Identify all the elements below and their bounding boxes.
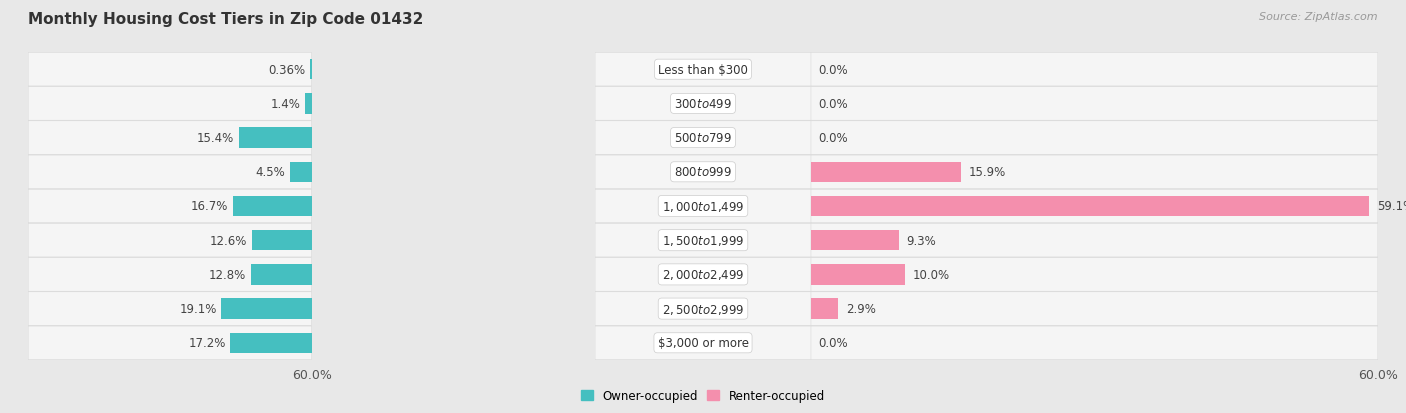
FancyBboxPatch shape (28, 53, 312, 87)
FancyBboxPatch shape (28, 224, 312, 257)
Text: 12.6%: 12.6% (209, 234, 247, 247)
Text: 0.0%: 0.0% (818, 337, 848, 349)
FancyBboxPatch shape (811, 121, 1378, 155)
Text: 2.9%: 2.9% (846, 302, 876, 316)
Bar (811, 230, 898, 251)
FancyBboxPatch shape (811, 258, 1378, 292)
Text: Less than $300: Less than $300 (658, 64, 748, 76)
Text: 4.5%: 4.5% (256, 166, 285, 179)
Text: 10.0%: 10.0% (912, 268, 950, 281)
Text: 0.36%: 0.36% (269, 64, 305, 76)
Bar (309, 60, 312, 80)
FancyBboxPatch shape (811, 326, 1378, 360)
FancyBboxPatch shape (595, 156, 811, 189)
FancyBboxPatch shape (595, 292, 811, 325)
FancyBboxPatch shape (28, 190, 312, 223)
Text: $1,500 to $1,999: $1,500 to $1,999 (662, 234, 744, 248)
Text: $2,500 to $2,999: $2,500 to $2,999 (662, 302, 744, 316)
FancyBboxPatch shape (595, 88, 811, 121)
FancyBboxPatch shape (28, 121, 312, 155)
Bar (811, 196, 1369, 217)
Bar (811, 264, 905, 285)
Bar (252, 230, 312, 251)
Bar (305, 94, 312, 114)
Legend: Owner-occupied, Renter-occupied: Owner-occupied, Renter-occupied (576, 385, 830, 407)
Text: 1.4%: 1.4% (270, 97, 301, 111)
FancyBboxPatch shape (811, 88, 1378, 121)
FancyBboxPatch shape (28, 326, 312, 360)
Text: 0.0%: 0.0% (818, 64, 848, 76)
FancyBboxPatch shape (595, 53, 811, 87)
FancyBboxPatch shape (595, 326, 811, 360)
Text: $2,000 to $2,499: $2,000 to $2,499 (662, 268, 744, 282)
Text: 17.2%: 17.2% (188, 337, 225, 349)
FancyBboxPatch shape (811, 224, 1378, 257)
Bar (239, 128, 312, 149)
FancyBboxPatch shape (595, 224, 811, 257)
Text: 0.0%: 0.0% (818, 97, 848, 111)
Bar (290, 162, 312, 183)
Bar (811, 162, 962, 183)
Text: Source: ZipAtlas.com: Source: ZipAtlas.com (1260, 12, 1378, 22)
FancyBboxPatch shape (811, 292, 1378, 325)
Bar (811, 299, 838, 319)
Text: $500 to $799: $500 to $799 (673, 132, 733, 145)
Text: 59.1%: 59.1% (1376, 200, 1406, 213)
Text: $300 to $499: $300 to $499 (673, 97, 733, 111)
FancyBboxPatch shape (595, 190, 811, 223)
FancyBboxPatch shape (28, 292, 312, 325)
FancyBboxPatch shape (28, 88, 312, 121)
FancyBboxPatch shape (28, 258, 312, 292)
Text: Monthly Housing Cost Tiers in Zip Code 01432: Monthly Housing Cost Tiers in Zip Code 0… (28, 12, 423, 27)
Text: 12.8%: 12.8% (209, 268, 246, 281)
FancyBboxPatch shape (595, 121, 811, 155)
FancyBboxPatch shape (811, 190, 1378, 223)
Text: 19.1%: 19.1% (179, 302, 217, 316)
Bar (252, 264, 312, 285)
FancyBboxPatch shape (811, 156, 1378, 189)
Text: $800 to $999: $800 to $999 (673, 166, 733, 179)
Text: 9.3%: 9.3% (907, 234, 936, 247)
Text: 16.7%: 16.7% (191, 200, 228, 213)
Text: 0.0%: 0.0% (818, 132, 848, 145)
Bar (232, 196, 312, 217)
Bar (221, 299, 312, 319)
Text: $3,000 or more: $3,000 or more (658, 337, 748, 349)
FancyBboxPatch shape (811, 53, 1378, 87)
Bar (231, 333, 312, 353)
Text: 15.9%: 15.9% (969, 166, 1007, 179)
FancyBboxPatch shape (595, 258, 811, 292)
FancyBboxPatch shape (28, 156, 312, 189)
Text: 15.4%: 15.4% (197, 132, 233, 145)
Text: $1,000 to $1,499: $1,000 to $1,499 (662, 199, 744, 214)
